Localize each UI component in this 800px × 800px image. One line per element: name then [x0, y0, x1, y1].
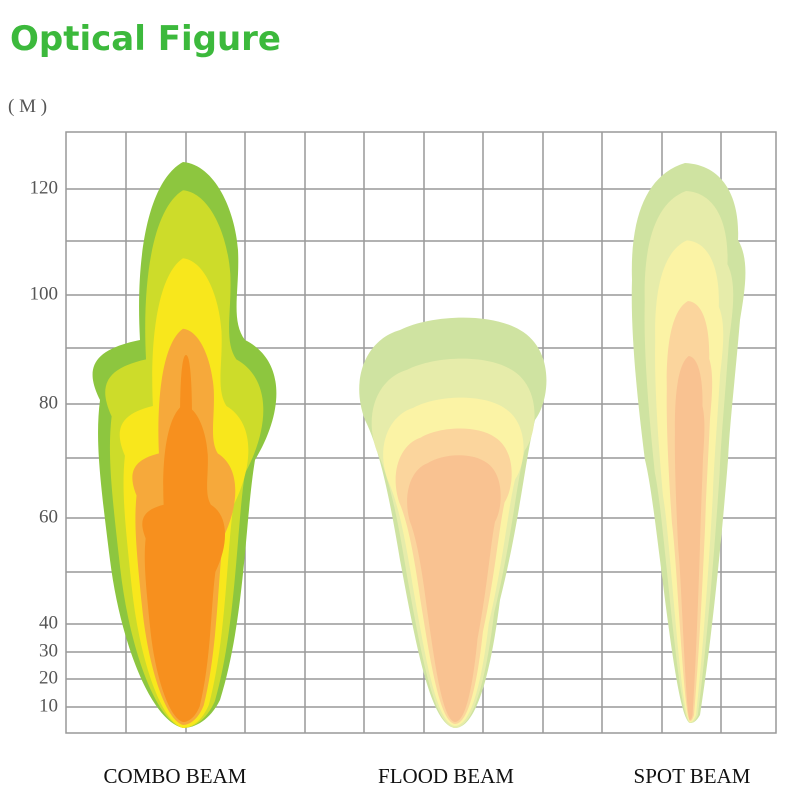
tick-label: 60 [39, 506, 58, 527]
tick-label: 30 [39, 640, 58, 661]
tick-label: 80 [39, 392, 58, 413]
tick-label: 20 [39, 667, 58, 688]
flood-beam [359, 317, 547, 728]
beam-core [180, 355, 192, 420]
tick-label: 100 [30, 283, 59, 304]
tick-label: 40 [39, 612, 58, 633]
combo-beam [92, 162, 277, 728]
beam-label: FLOOD BEAM [378, 764, 514, 788]
tick-labels: 120 100 80 60 40 30 20 10 [30, 177, 59, 716]
tick-label: 10 [39, 695, 58, 716]
spot-beam [631, 163, 746, 723]
beam-label: SPOT BEAM [634, 764, 751, 788]
title: Optical Figure [10, 19, 281, 59]
axis-unit: ( M ) [8, 96, 47, 117]
tick-label: 120 [30, 177, 59, 198]
beam-label: COMBO BEAM [104, 764, 247, 788]
